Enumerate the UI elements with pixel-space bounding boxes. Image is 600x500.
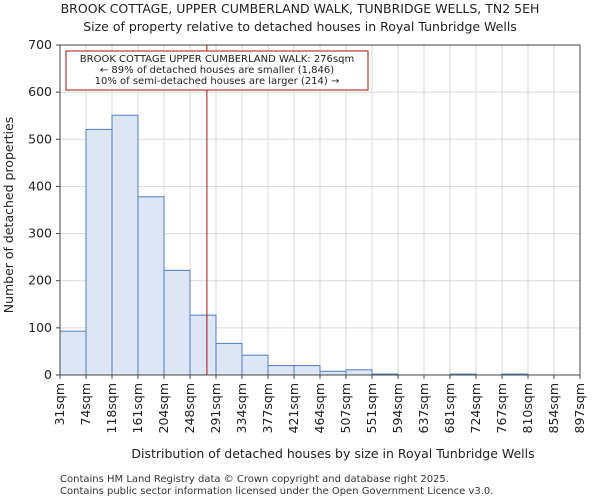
- chart-subtitle: Size of property relative to detached ho…: [83, 19, 517, 34]
- x-tick-label: 31sqm: [52, 383, 67, 426]
- x-tick-label: 464sqm: [312, 383, 327, 433]
- footer-line-2: Contains public sector information licen…: [60, 486, 493, 497]
- x-tick-label: 897sqm: [572, 383, 587, 433]
- annotation-box: [65, 50, 369, 91]
- x-tick-label: 724sqm: [468, 383, 483, 433]
- x-tick-label: 854sqm: [546, 383, 561, 433]
- y-axis-label: Number of detached properties: [1, 117, 16, 314]
- x-tick-label: 248sqm: [182, 383, 197, 433]
- histogram-bar: [85, 128, 113, 376]
- y-tick-label: 500: [28, 131, 52, 146]
- y-tick-label: 200: [28, 273, 52, 288]
- x-axis-label: Distribution of detached houses by size …: [131, 446, 534, 461]
- x-tick-label: 377sqm: [260, 383, 275, 433]
- y-tick-label: 0: [44, 367, 52, 382]
- annotation-line-3: 10% of semi-detached houses are larger (…: [95, 76, 340, 87]
- histogram-bar: [319, 370, 347, 376]
- x-tick-label: 118sqm: [104, 383, 119, 433]
- y-tick-label: 300: [28, 226, 52, 241]
- histogram-bar: [345, 369, 373, 376]
- y-tick-label: 700: [28, 37, 52, 52]
- x-tick-label: 594sqm: [390, 383, 405, 433]
- chart-title: BROOK COTTAGE, UPPER CUMBERLAND WALK, TU…: [61, 1, 540, 16]
- y-axis-ticks: 0 100 200 300 400 500 600 700: [28, 37, 60, 382]
- x-tick-label: 681sqm: [442, 383, 457, 433]
- y-tick-label: 600: [28, 84, 52, 99]
- histogram-bar: [293, 365, 321, 376]
- footer-line-1: Contains HM Land Registry data © Crown c…: [60, 474, 449, 485]
- x-tick-label: 74sqm: [78, 383, 93, 426]
- x-tick-label: 334sqm: [234, 383, 249, 433]
- histogram-bar: [137, 196, 165, 376]
- x-tick-label: 161sqm: [130, 383, 145, 433]
- histogram-bar: [111, 114, 139, 376]
- x-tick-label: 637sqm: [416, 383, 431, 433]
- x-tick-label: 767sqm: [494, 383, 509, 433]
- x-tick-label: 204sqm: [156, 383, 171, 433]
- y-tick-label: 400: [28, 178, 52, 193]
- bars: [59, 114, 529, 376]
- histogram-bar: [189, 314, 217, 376]
- histogram-bar: [163, 269, 191, 376]
- annotation-line-1: BROOK COTTAGE UPPER CUMBERLAND WALK: 276…: [80, 54, 354, 65]
- histogram-bar: [59, 330, 87, 376]
- x-tick-label: 421sqm: [286, 383, 301, 433]
- histogram-bar: [241, 354, 269, 376]
- plot-frame: [59, 44, 581, 376]
- x-tick-label: 551sqm: [364, 383, 379, 433]
- histogram-bar: [267, 365, 295, 376]
- x-tick-label: 507sqm: [338, 383, 353, 433]
- x-tick-label: 810sqm: [520, 383, 535, 433]
- histogram-bar: [215, 342, 243, 376]
- x-axis-ticks: 31sqm 74sqm 118sqm 161sqm 204sqm 248sqm 291sqm…: [52, 375, 587, 433]
- x-tick-label: 291sqm: [208, 383, 223, 433]
- annotation-line-2: ← 89% of detached houses are smaller (1,…: [100, 65, 334, 76]
- y-tick-label: 100: [28, 320, 52, 335]
